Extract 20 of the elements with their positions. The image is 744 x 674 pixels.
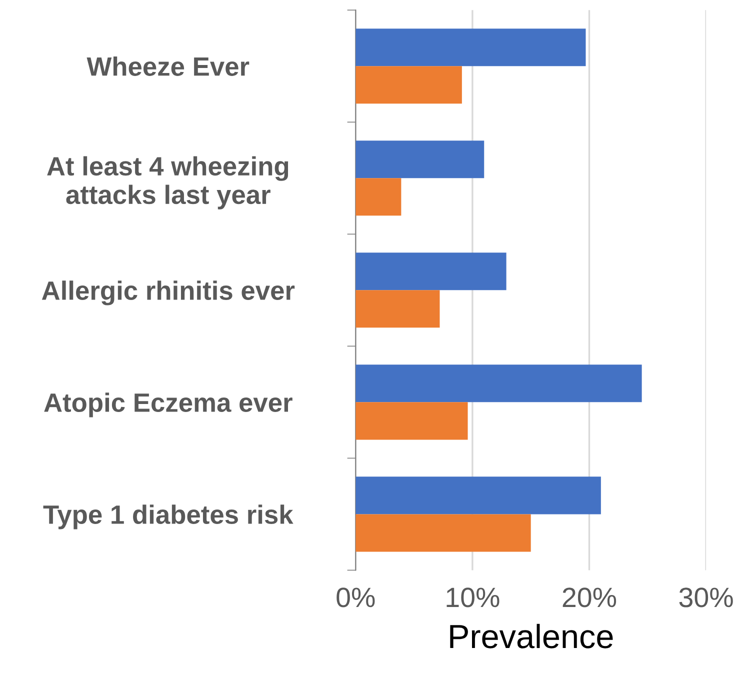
y-tick-label: Atopic Eczema ever — [44, 392, 292, 418]
bar — [356, 364, 642, 402]
bar — [356, 28, 586, 66]
bar — [356, 252, 506, 290]
y-tick-label: Wheeze Ever — [86, 56, 250, 76]
x-tick-label: 30% — [679, 588, 733, 608]
x-tick-label: 10% — [446, 588, 500, 608]
bar — [356, 290, 440, 328]
bar — [356, 476, 601, 514]
bar — [356, 402, 468, 440]
bar — [356, 514, 531, 552]
bar — [356, 140, 484, 178]
y-tick-label: Allergic rhinitis ever — [42, 280, 295, 306]
bar — [356, 66, 462, 104]
x-axis-title: Prevalence — [450, 624, 613, 648]
x-tick-label: 20% — [562, 588, 616, 608]
x-tick-label: 0% — [336, 588, 375, 608]
bar — [356, 178, 402, 216]
y-tick-label: Type 1 diabetes risk — [43, 504, 294, 530]
y-tick-label: At least 4 wheezing attacks last year — [47, 156, 288, 210]
